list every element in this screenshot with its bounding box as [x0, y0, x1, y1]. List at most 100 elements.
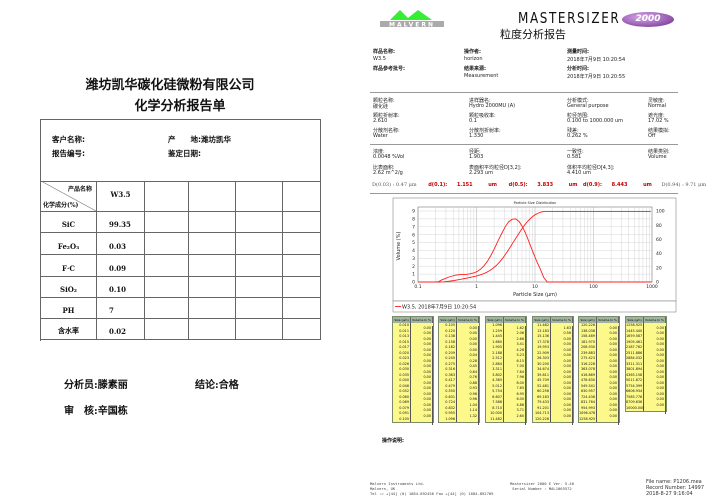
y-tick-label: 6 — [412, 232, 415, 238]
table-row: 2.188 5.23 — [486, 350, 526, 359]
volume-cell: 0.00 — [457, 331, 479, 337]
size-cell: 363.078 — [580, 367, 597, 373]
volume-cell: 0.00 — [551, 336, 573, 343]
table-row: 11.482 — [486, 416, 526, 425]
y2-tick-label: 0 — [656, 280, 659, 286]
size-cell: 1.905 — [486, 345, 504, 351]
footer-right: File name: P1206.mea Record Number: 14997… — [646, 479, 704, 497]
table-row: 0.479 0.93 — [439, 383, 479, 392]
size-cell: 0.010 — [393, 323, 411, 329]
table-row: 17.378 0.00 — [533, 339, 573, 348]
component-name: Fe₂O₃ — [40, 233, 97, 255]
param-label: 颗粒名称: — [373, 98, 395, 104]
volume-cell — [457, 419, 479, 425]
volume-cell: 0.00 — [644, 369, 666, 376]
origin-value: 潍坊凯华 — [201, 135, 231, 144]
volume-cell: 0.00 — [411, 380, 433, 387]
table-header: Size (μm) Volume In % — [626, 317, 666, 323]
volume-cell: 1.62 — [504, 325, 526, 332]
table-row: 0.011 0.00 — [393, 328, 433, 337]
size-cell: 831.764 — [580, 400, 597, 406]
table-row: 0.631 0.96 — [439, 394, 479, 403]
y-tick-label: 8 — [412, 216, 415, 222]
table-row: 0.105 — [393, 416, 433, 425]
table-cell — [283, 277, 321, 298]
table-cell — [145, 277, 189, 298]
param-label: 结果模拟: — [648, 128, 670, 134]
size-cell: 0.105 — [393, 416, 411, 422]
param-label: 颗粒吸收率: — [469, 113, 496, 119]
size-cell: 0.550 — [439, 389, 457, 395]
result-label: 体积平均粒径D[4,3]: — [567, 165, 615, 171]
table-row: 1.660 3.41 — [486, 339, 526, 348]
table-row: 19.953 0.00 — [533, 345, 573, 354]
size-cell: 2.512 — [486, 356, 504, 362]
size-cell: 79.433 — [533, 400, 551, 406]
size-cell: 1096.478 — [579, 411, 597, 417]
volume-cell: 0.00 — [644, 386, 666, 392]
table-row: 549.541 0.00 — [579, 383, 619, 392]
result-value: 0.0048 %Vol — [373, 154, 405, 160]
y-axis-label: Volume (%) — [396, 232, 402, 261]
y2-tick-label: 60 — [656, 237, 662, 243]
volume-cell: 0.00 — [551, 342, 573, 348]
size-cell: 239.883 — [580, 350, 597, 356]
size-cell: 1905.461 — [626, 339, 644, 345]
table-row: 1.445 2.66 — [486, 334, 526, 343]
param-value: Off — [648, 133, 656, 139]
table-row: 8.710 3.71 — [486, 405, 526, 414]
table-row: 1258.925 — [579, 416, 619, 425]
unit: um — [568, 182, 578, 188]
table-row: 8709.636 0.00 — [626, 400, 666, 409]
volume-cell: 0.00 — [411, 336, 433, 343]
size-volume-table: Size (μm) Volume In % 11.482 1.63 13.183 0.56… — [532, 316, 574, 425]
size-header: Size (μm) — [579, 317, 597, 323]
header-section — [41, 120, 321, 182]
brand-name: MASTERSIZER — [518, 9, 621, 27]
table-cell — [236, 319, 283, 340]
size-volume-table: Size (μm) Volume In % 0.105 0.00 0.120 0.00 0.… — [438, 316, 480, 425]
param-label: 分析模式: — [567, 98, 589, 104]
param-value: 0.1 — [469, 118, 477, 124]
analyst-label: 分析员: — [64, 380, 98, 391]
table-row: 5.754 6.95 — [486, 389, 526, 398]
volume-cell: 0.00 — [411, 413, 433, 420]
volume-cell: 0.04 — [457, 353, 479, 359]
table-row: 0.015 0.00 — [393, 339, 433, 348]
volume-cell: 0.00 — [597, 336, 619, 343]
volume-cell: 2.06 — [504, 331, 526, 337]
size-cell: 17.378 — [533, 339, 551, 345]
component-name: PH — [40, 298, 97, 319]
table-row: 0.046 0.00 — [393, 383, 433, 392]
table-cell — [283, 212, 321, 233]
size-cell: 104.713 — [534, 411, 551, 417]
d003: D(0.03) : 0.47 μm — [372, 182, 417, 188]
footer-company: Malvern Instruments Ltd. — [370, 481, 425, 486]
size-cell: 0.015 — [393, 339, 411, 345]
volume-cell: 2.66 — [504, 336, 526, 343]
volume-cell: 0.00 — [644, 342, 666, 348]
table-header: Size (μm) Volume In % — [486, 317, 526, 323]
table-row: 0.079 0.00 — [393, 405, 433, 414]
param-label: 进样器名: — [469, 98, 491, 104]
footer-center: Mastersizer 2000 E Ver. 5.40 Serial Numbe… — [510, 481, 574, 491]
table-cell — [236, 277, 283, 298]
d01-value: 1.151 — [456, 182, 473, 188]
volume-cell: 0.00 — [597, 325, 619, 332]
table-row: 13.183 0.56 — [533, 328, 573, 337]
table-row: 26.303 0.00 — [533, 356, 573, 365]
size-volume-table: Size (μm) Volume In % 120.226 0.00 138.038 0.… — [578, 316, 620, 425]
table-row: 724.436 0.00 — [579, 394, 619, 403]
size-cell: 13.183 — [533, 328, 551, 334]
table-cell — [283, 233, 321, 255]
info-value: Measurement — [464, 73, 499, 79]
table-row: 0.026 0.00 — [393, 361, 433, 370]
table-cell — [145, 319, 189, 340]
volume-cell: 0.00 — [411, 364, 433, 370]
table-cell — [236, 181, 283, 212]
table-cell — [189, 212, 236, 233]
result-value: 0.581 — [567, 154, 582, 160]
info-value: horizon — [464, 56, 483, 62]
info-value: W3.5 — [373, 56, 386, 62]
table-cell — [236, 255, 283, 277]
